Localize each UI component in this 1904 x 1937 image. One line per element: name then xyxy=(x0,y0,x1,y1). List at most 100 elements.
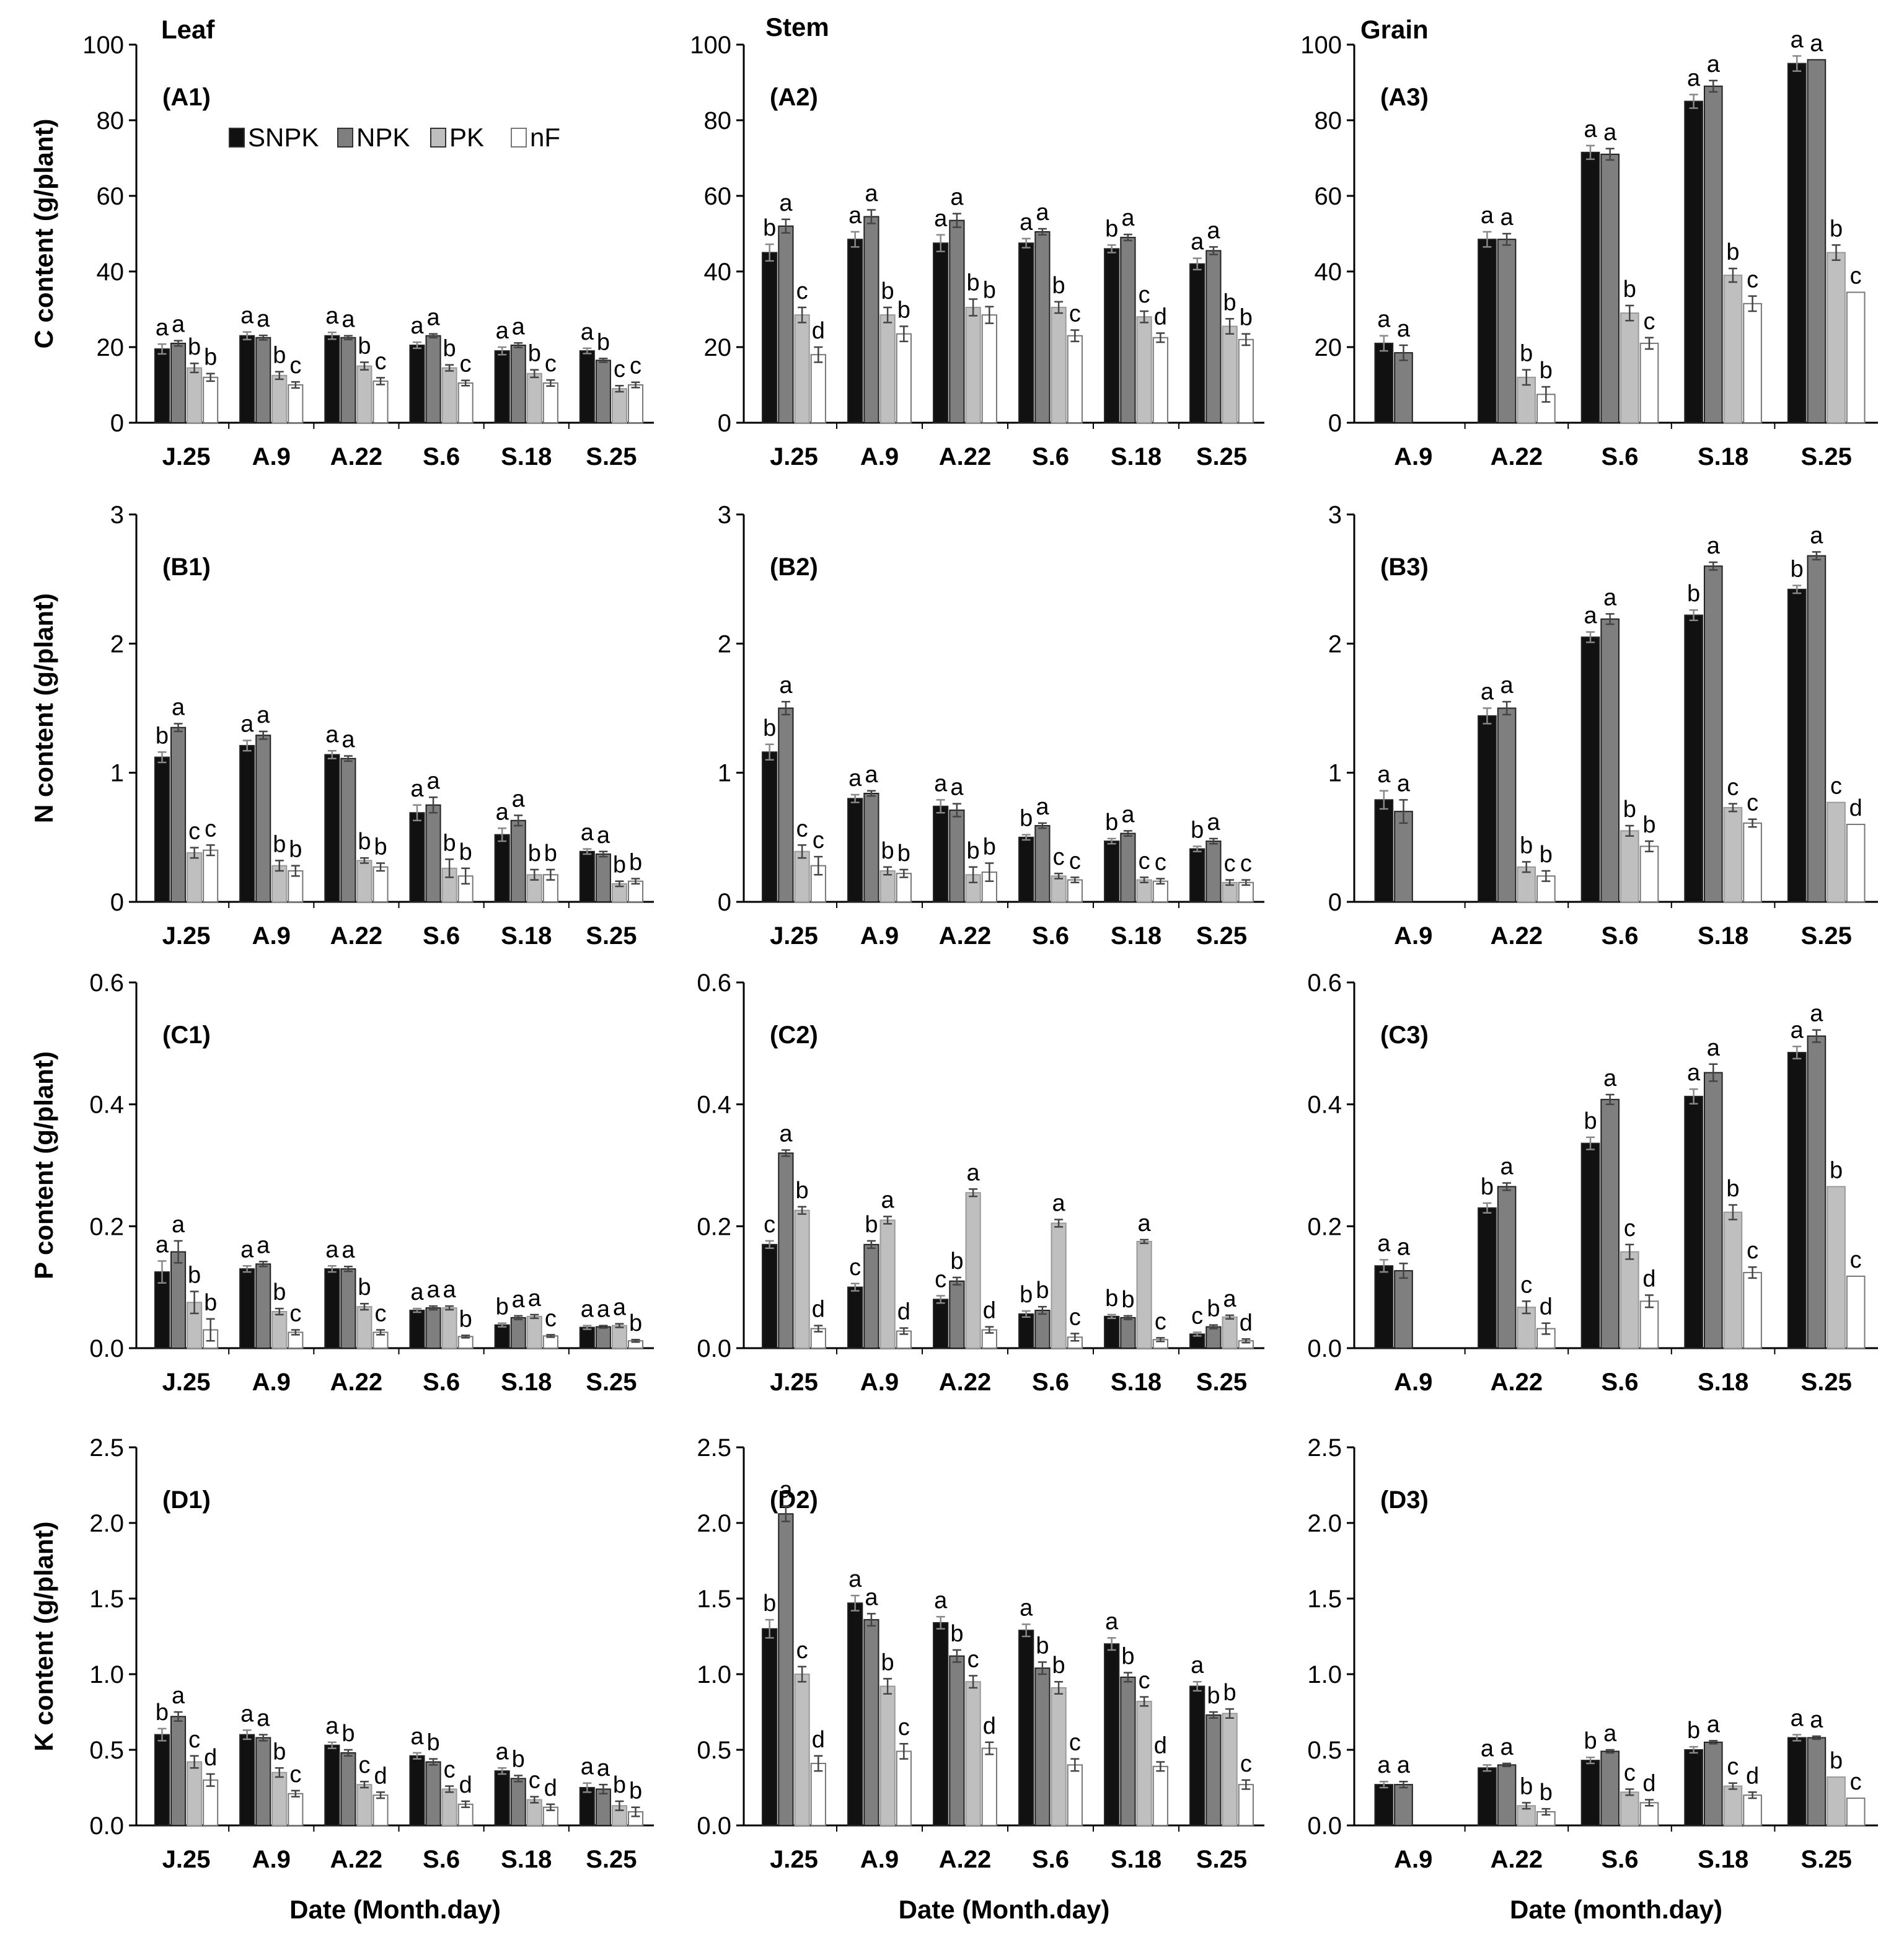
bar-nF xyxy=(1639,1300,1659,1349)
significance-letter: c xyxy=(375,348,387,374)
y-tick-label: 100 xyxy=(690,32,731,59)
significance-letter: c xyxy=(796,278,808,304)
significance-letter: b xyxy=(1830,216,1843,242)
significance-letter: b xyxy=(1020,1282,1033,1308)
bar-PK xyxy=(1827,1186,1846,1349)
bar-NPK xyxy=(1205,1326,1222,1349)
significance-letter: d xyxy=(374,1763,387,1789)
bar-SNPK xyxy=(1374,342,1394,424)
bar-SNPK xyxy=(1478,1207,1497,1349)
bar-PK xyxy=(965,1192,981,1349)
significance-letter: d xyxy=(983,1713,996,1739)
significance-letter: c xyxy=(358,1752,370,1778)
legend-swatch xyxy=(337,128,353,148)
x-tick-label: S.25 xyxy=(1196,1369,1247,1396)
bar-SNPK xyxy=(409,812,425,902)
significance-letter: a xyxy=(1020,210,1033,236)
significance-letter: a xyxy=(172,1212,185,1238)
bar-nF xyxy=(1152,337,1168,423)
significance-letter: b xyxy=(273,1279,286,1305)
y-tick-label: 0.5 xyxy=(89,1737,124,1764)
bar-SNPK xyxy=(494,1324,510,1349)
x-tick-label: S.25 xyxy=(1196,1846,1247,1873)
bar-NPK xyxy=(425,804,441,902)
y-tick-label: 0 xyxy=(718,410,731,437)
bar-SNPK xyxy=(324,1268,340,1349)
x-tick-label: A.9 xyxy=(1394,1846,1432,1873)
bar-SNPK xyxy=(933,242,949,423)
x-tick-label: S.25 xyxy=(586,1846,637,1873)
y-tick-label: 0.6 xyxy=(1307,969,1342,997)
significance-letter: a xyxy=(1791,1017,1804,1043)
significance-letter: b xyxy=(629,1778,642,1804)
bar-SNPK xyxy=(154,348,170,423)
x-tick-label: S.25 xyxy=(1801,922,1852,950)
x-tick-label: A.9 xyxy=(1394,922,1432,950)
bar-SNPK xyxy=(1684,100,1703,423)
bar-nF xyxy=(1743,822,1762,902)
significance-letter: a xyxy=(950,185,964,211)
bar-SNPK xyxy=(409,1755,425,1827)
y-axis-title: C content (g/plant) xyxy=(29,119,58,349)
significance-letter: a xyxy=(779,190,793,216)
bar-PK xyxy=(1222,1713,1238,1826)
bar-NPK xyxy=(1807,1035,1827,1349)
y-tick-label: 2 xyxy=(110,630,124,658)
bar-SNPK xyxy=(762,252,778,423)
x-tick-label: S.25 xyxy=(586,1369,637,1396)
x-tick-label: S.6 xyxy=(423,922,460,950)
significance-letter: b xyxy=(1207,1296,1220,1322)
bar-SNPK xyxy=(933,805,949,903)
significance-letter: a xyxy=(1791,1706,1804,1732)
significance-letter: d xyxy=(1849,795,1862,821)
bar-SNPK xyxy=(1104,248,1120,423)
bar-SNPK xyxy=(154,1734,170,1827)
significance-letter: c xyxy=(1069,848,1081,874)
significance-letter: c xyxy=(796,816,808,842)
significance-letter: a xyxy=(1121,205,1135,231)
significance-letter: b xyxy=(459,839,472,865)
bar-nF xyxy=(372,1794,389,1826)
significance-letter: a xyxy=(1138,1211,1152,1237)
panel-label: (D1) xyxy=(162,1486,211,1514)
x-tick-label: S.6 xyxy=(1032,1846,1069,1873)
significance-letter: d xyxy=(812,1727,825,1753)
bar-NPK xyxy=(1034,231,1051,423)
bar-PK xyxy=(356,860,372,903)
significance-letter: b xyxy=(374,834,387,860)
significance-letter: b xyxy=(629,850,642,876)
bar-PK xyxy=(1620,830,1639,902)
y-tick-label: 60 xyxy=(704,183,732,210)
significance-letter: d xyxy=(1746,1763,1759,1789)
bar-SNPK xyxy=(239,1734,255,1827)
significance-letter: b xyxy=(1830,1748,1843,1774)
bar-PK xyxy=(526,1315,542,1349)
bar-NPK xyxy=(863,1619,879,1826)
x-tick-label: A.22 xyxy=(1491,1846,1543,1873)
significance-letter: a xyxy=(1397,316,1411,342)
bar-nF xyxy=(1639,342,1659,424)
y-tick-label: 0.2 xyxy=(1307,1213,1342,1240)
significance-letter: a xyxy=(257,306,270,332)
x-tick-label: S.6 xyxy=(1601,1846,1638,1873)
panel-label: (D3) xyxy=(1380,1486,1429,1514)
column-title-stem: Stem xyxy=(765,12,829,42)
bar-SNPK xyxy=(847,798,863,903)
bar-NPK xyxy=(778,1513,794,1827)
bar-PK xyxy=(879,1685,896,1827)
x-tick-label: J.25 xyxy=(162,1846,211,1873)
bar-NPK xyxy=(170,342,187,424)
x-tick-label: S.25 xyxy=(586,922,637,950)
bar-PK xyxy=(356,365,372,423)
bar-nF xyxy=(1238,1784,1254,1827)
significance-letter: c xyxy=(289,1301,301,1327)
bar-nF xyxy=(1846,1275,1866,1349)
y-tick-label: 2.5 xyxy=(89,1434,124,1462)
bar-SNPK xyxy=(933,1299,949,1349)
x-tick-label: A.22 xyxy=(330,443,383,470)
significance-letter: b xyxy=(629,1310,642,1336)
significance-letter: a xyxy=(1501,673,1514,699)
significance-letter: c xyxy=(1727,1754,1739,1780)
bar-nF xyxy=(457,382,474,424)
